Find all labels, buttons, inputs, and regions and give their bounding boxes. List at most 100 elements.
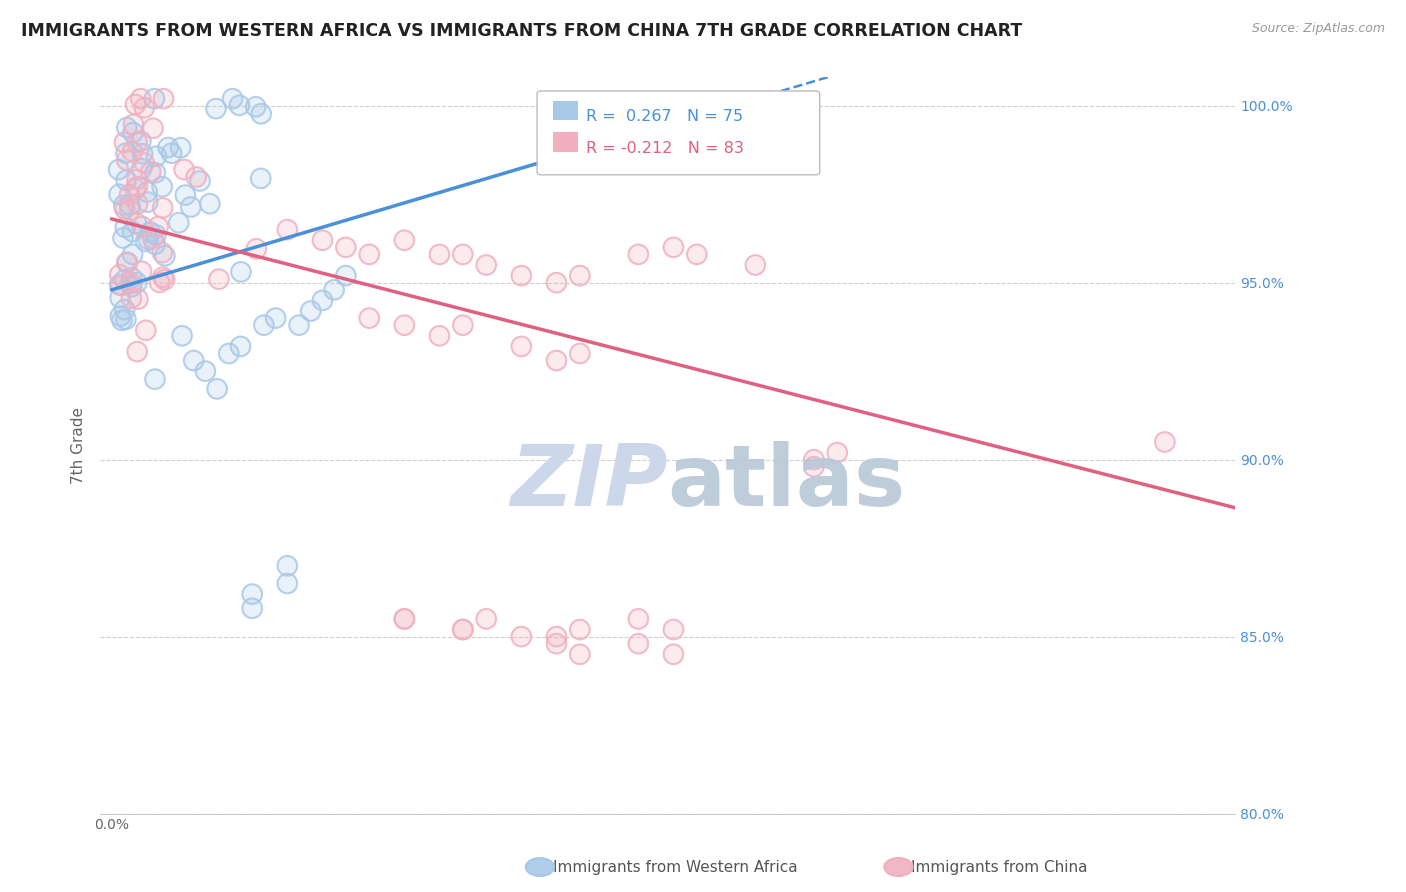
Point: [627, 612, 650, 626]
Point: [117, 255, 139, 269]
Point: [125, 216, 148, 230]
Point: [153, 249, 176, 263]
Point: [198, 196, 221, 211]
Point: [180, 200, 202, 214]
Point: [143, 372, 166, 386]
Point: [121, 225, 143, 239]
Point: [148, 276, 170, 290]
Point: [131, 161, 153, 176]
Text: Source: ZipAtlas.com: Source: ZipAtlas.com: [1251, 22, 1385, 36]
Point: [475, 612, 498, 626]
Point: [115, 256, 138, 270]
Point: [134, 156, 156, 170]
Point: [627, 637, 650, 651]
Point: [188, 174, 211, 188]
Point: [121, 247, 143, 261]
Point: [108, 291, 131, 305]
Point: [118, 198, 141, 212]
Point: [218, 346, 240, 360]
Point: [125, 172, 148, 186]
Point: [276, 558, 298, 573]
Point: [167, 216, 190, 230]
Point: [115, 146, 138, 161]
Point: [114, 302, 136, 317]
Point: [245, 242, 267, 256]
Point: [276, 576, 298, 591]
Point: [108, 268, 131, 282]
Point: [115, 256, 138, 270]
Point: [249, 171, 271, 186]
Point: [129, 134, 152, 148]
Point: [546, 353, 568, 368]
Point: [108, 277, 131, 292]
Point: [183, 353, 205, 368]
Text: Immigrants from Western Africa: Immigrants from Western Africa: [553, 860, 797, 874]
Point: [394, 612, 416, 626]
Point: [115, 153, 138, 168]
Point: [121, 270, 143, 285]
Point: [662, 623, 685, 637]
Point: [120, 277, 142, 291]
Point: [245, 100, 267, 114]
Point: [229, 339, 252, 353]
Point: [160, 146, 183, 161]
Point: [122, 117, 145, 131]
Point: [143, 237, 166, 252]
Point: [394, 318, 416, 333]
Point: [568, 648, 591, 662]
Point: [686, 247, 709, 261]
Point: [249, 171, 271, 186]
Point: [194, 364, 217, 378]
Point: [394, 233, 416, 247]
Point: [134, 156, 156, 170]
Point: [143, 92, 166, 106]
Point: [546, 630, 568, 644]
Point: [510, 339, 533, 353]
Point: [335, 240, 357, 254]
Point: [142, 231, 165, 245]
Point: [825, 445, 848, 459]
Point: [180, 200, 202, 214]
Point: [311, 293, 333, 308]
Point: [134, 101, 156, 115]
Point: [115, 146, 138, 161]
Point: [131, 264, 153, 278]
Point: [662, 240, 685, 254]
Point: [108, 187, 131, 202]
Point: [127, 136, 149, 150]
Point: [111, 313, 134, 327]
Point: [335, 268, 357, 283]
Point: [546, 353, 568, 368]
Point: [136, 232, 159, 246]
Point: [136, 195, 159, 210]
Point: [125, 216, 148, 230]
Point: [107, 162, 129, 177]
Point: [112, 198, 135, 212]
Point: [127, 136, 149, 150]
Point: [108, 187, 131, 202]
Point: [145, 227, 167, 242]
Point: [475, 612, 498, 626]
Point: [186, 169, 208, 184]
Point: [186, 169, 208, 184]
Point: [145, 149, 167, 163]
Point: [359, 311, 381, 326]
Point: [150, 179, 173, 194]
Point: [276, 222, 298, 236]
Text: IMMIGRANTS FROM WESTERN AFRICA VS IMMIGRANTS FROM CHINA 7TH GRADE CORRELATION CH: IMMIGRANTS FROM WESTERN AFRICA VS IMMIGR…: [21, 22, 1022, 40]
Point: [160, 146, 183, 161]
Point: [510, 630, 533, 644]
Point: [142, 231, 165, 245]
Point: [510, 268, 533, 283]
Point: [143, 166, 166, 180]
Point: [120, 291, 142, 305]
Point: [139, 225, 162, 239]
Point: [121, 145, 143, 159]
Point: [205, 382, 228, 396]
Point: [111, 313, 134, 327]
Point: [205, 102, 228, 116]
Point: [744, 258, 766, 272]
Point: [108, 277, 131, 292]
Point: [240, 601, 263, 615]
Point: [152, 270, 174, 285]
